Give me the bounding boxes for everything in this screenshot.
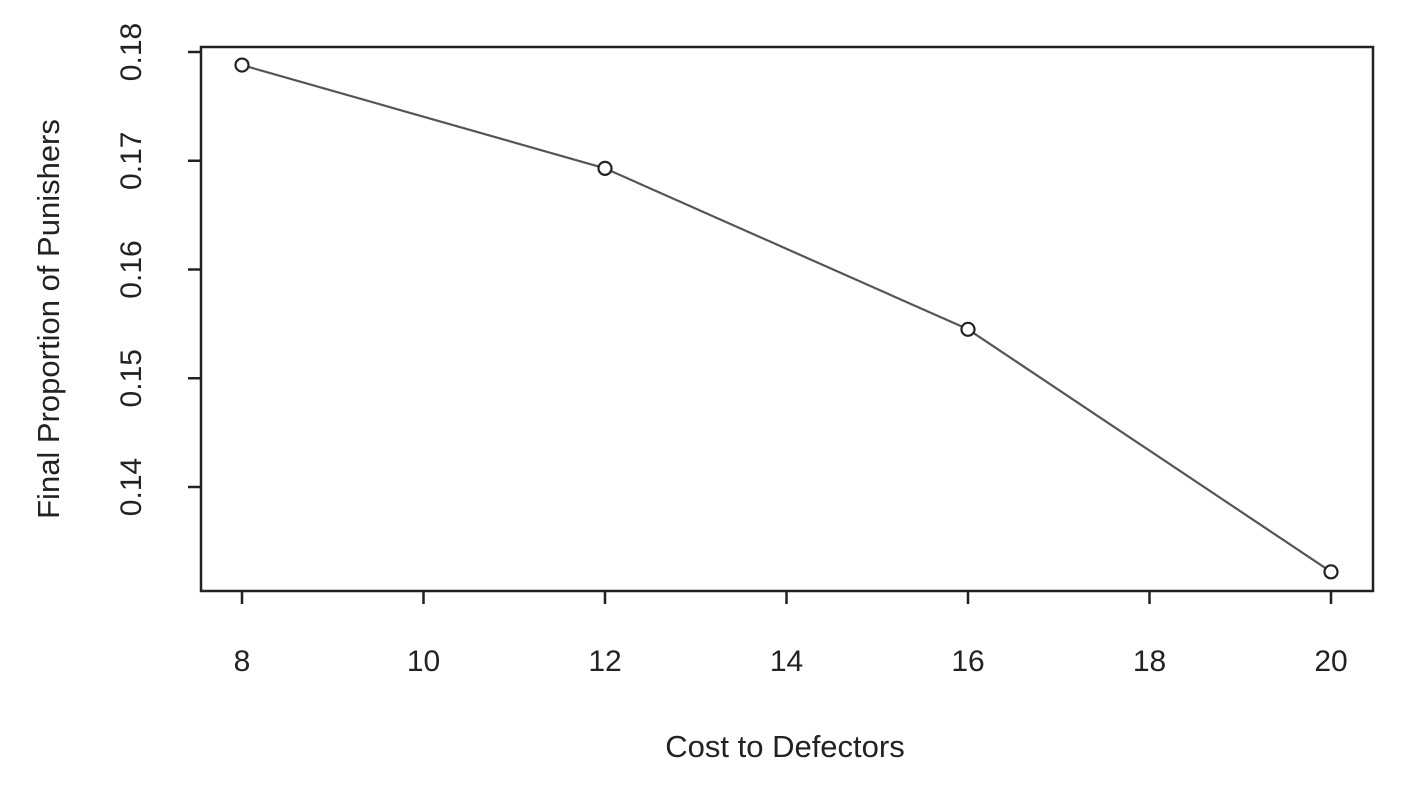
series-line-segment xyxy=(610,169,963,328)
y-tick-label: 0.18 xyxy=(115,23,148,81)
series-layer xyxy=(234,57,1339,580)
data-point xyxy=(234,57,250,73)
x-axis-label: Cost to Defectors xyxy=(665,729,904,764)
data-point xyxy=(1323,564,1339,580)
series-line-segment xyxy=(972,332,1327,570)
data-point xyxy=(960,321,976,337)
x-tick-label: 14 xyxy=(770,645,803,678)
y-tick-label: 0.14 xyxy=(115,458,148,516)
y-axis-label: Final Proportion of Punishers xyxy=(31,119,66,519)
x-tick-label: 16 xyxy=(951,645,984,678)
y-tick-label: 0.15 xyxy=(115,349,148,407)
x-tick-label: 12 xyxy=(588,645,621,678)
x-axis: 8 10 12 14 16 18 20 xyxy=(234,591,1348,678)
series-line-segment xyxy=(247,65,600,168)
x-tick-label: 20 xyxy=(1314,645,1347,678)
data-point xyxy=(597,160,613,176)
y-axis: 0.14 0.15 0.16 0.17 0.18 xyxy=(115,23,201,516)
y-tick-label: 0.17 xyxy=(115,132,148,190)
x-tick-label: 18 xyxy=(1133,645,1166,678)
plot-frame xyxy=(199,45,1375,593)
x-tick-label: 8 xyxy=(234,645,251,678)
y-tick-label: 0.16 xyxy=(115,240,148,298)
x-tick-label: 10 xyxy=(407,645,440,678)
